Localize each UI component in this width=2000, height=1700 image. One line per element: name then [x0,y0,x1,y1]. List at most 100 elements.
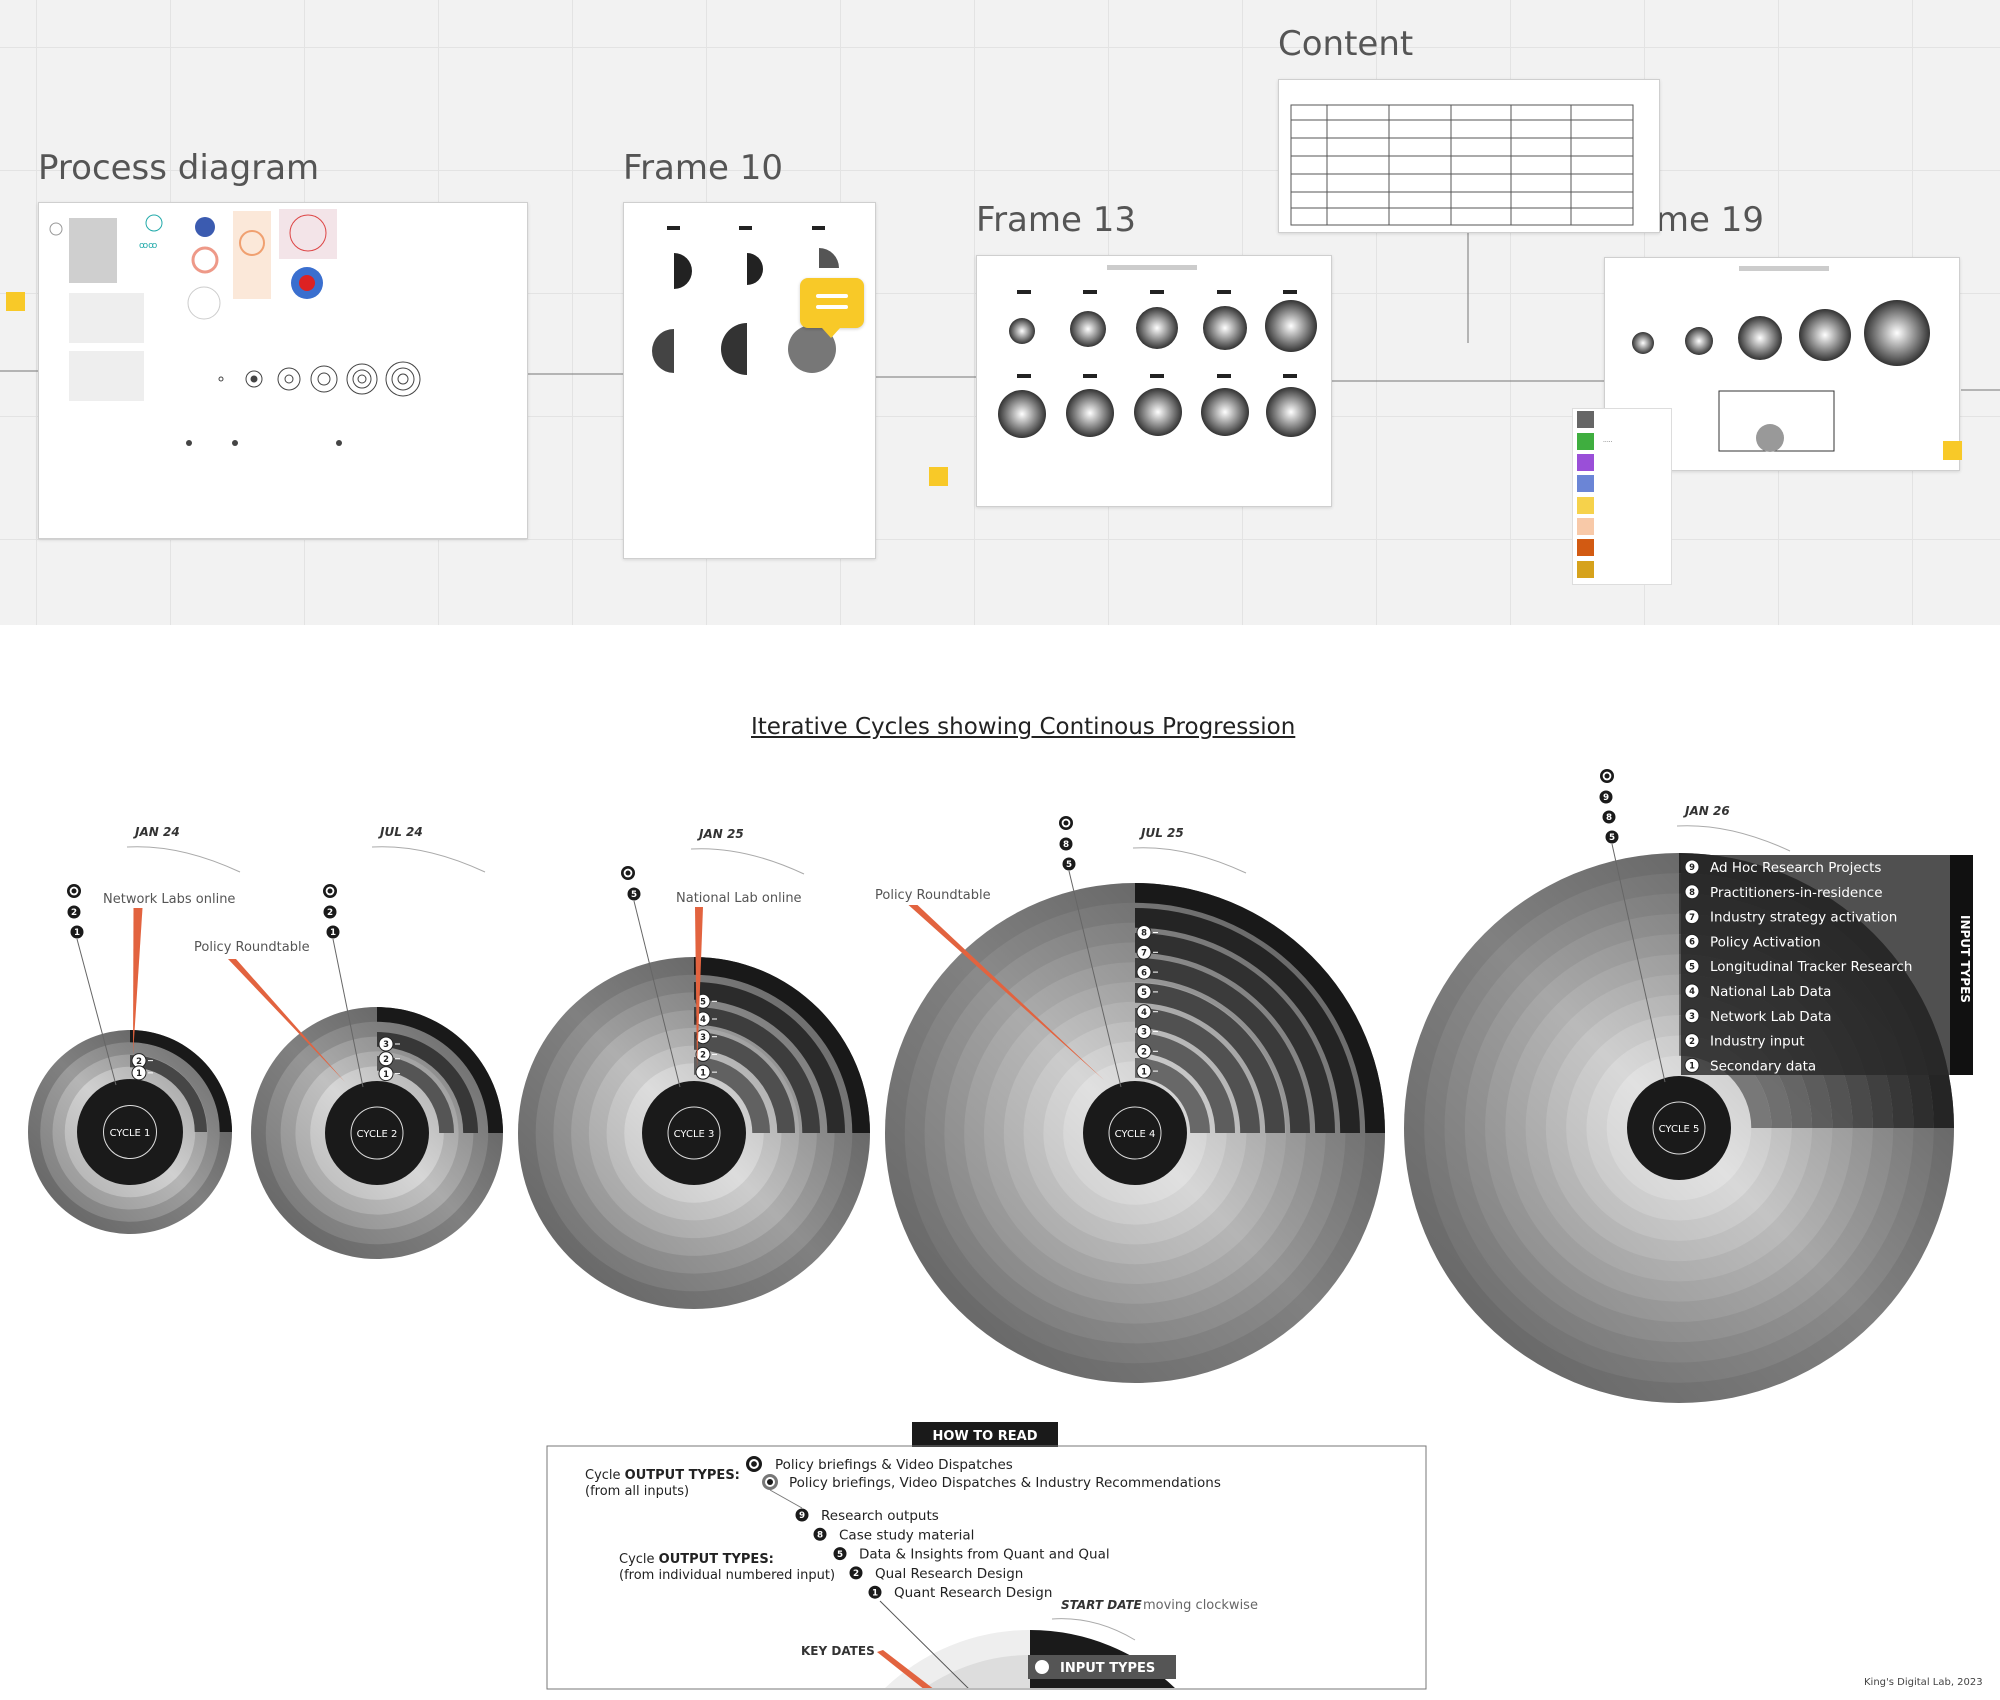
moving-clockwise-label: moving clockwise [1143,1598,1258,1613]
frame-10[interactable] [623,202,876,559]
how-to-read: HOW TO READ INPUT TYPES KEY DATES START DAT… [546,1422,1427,1690]
output-badge [66,904,82,920]
legend-badge-label: 9 [1689,862,1695,872]
input-badge [1136,1063,1152,1079]
input-band [1135,1033,1235,1133]
input-badge [695,1046,711,1062]
legend-badge-label: 5 [1689,961,1695,971]
cycle-label: CYCLE 5 [1659,1124,1700,1135]
legend-badge [1684,958,1700,974]
individual-output-badge [812,1526,828,1542]
cycle-4: CYCLE 4 8 7 6 5 4 3 2 1 JUL 25 Policy Roundtable 8 5 [875,816,1385,1383]
sticky-note[interactable] [1943,441,1962,460]
frame-title-process-diagram[interactable]: Process diagram [38,148,320,188]
legend-badge [1684,933,1700,949]
cycle-label: CYCLE 2 [357,1129,398,1140]
individual-output-badge-label: 2 [853,1569,859,1579]
individual-output-item: Data & Insights from Quant and Qual [859,1547,1110,1563]
cycle-event: National Lab online [676,891,802,906]
input-badge-label: 2 [383,1054,389,1064]
frame-title-content[interactable]: Content [1278,24,1414,64]
cycle-output-types-label: Cycle OUTPUT TYPES: [619,1552,774,1567]
design-canvas[interactable]: Process diagram Frame 10 Frame 13 Conten… [0,0,2000,625]
frame-19-thumbnails [1632,266,1930,452]
legend-badge [1684,1033,1700,1049]
input-band [1135,1058,1210,1133]
individual-output-badge-label: 8 [817,1530,823,1540]
output-badge-label: 1 [74,928,80,938]
input-band [694,957,870,1133]
legend-badge [1684,909,1700,925]
output-leader [76,938,117,1086]
input-badge [378,1066,394,1082]
output-badge-label: 2 [327,908,333,918]
legend-item: Secondary data [1710,1058,1816,1074]
input-badge-label: 4 [1141,1007,1147,1017]
clockwise-arrow-icon [690,848,805,875]
svg-text:ꝏꝏ: ꝏꝏ [139,241,157,251]
frame-13[interactable] [976,255,1332,507]
input-types-label: INPUT TYPES [1060,1661,1155,1676]
input-band [1135,983,1285,1133]
individual-output-badge-label: 1 [872,1588,878,1598]
frame-title-frame-10[interactable]: Frame 10 [623,148,784,188]
frame-content[interactable] [1278,79,1660,233]
input-badge-label: 2 [136,1056,142,1066]
key-dates-label: KEY DATES [801,1644,875,1658]
individual-output-badge-label: 5 [837,1550,843,1560]
output-leader [633,900,681,1088]
sticky-note[interactable] [929,467,948,486]
cycle-date: JAN 25 [697,827,744,841]
legend-badge-label: 4 [1689,986,1695,996]
input-badge-label: 2 [700,1050,706,1060]
output-leader [1068,870,1122,1088]
input-badge [378,1036,394,1052]
cycle-label: CYCLE 1 [110,1128,151,1139]
sticky-note[interactable] [6,292,25,311]
input-badge-label: 1 [136,1068,142,1078]
legend-badge-label: 6 [1689,937,1695,947]
cycle-arrow-icon [667,1106,721,1160]
individual-output-item: Qual Research Design [875,1566,1023,1582]
cycle-core [325,1081,429,1185]
output-badge-label: 2 [71,908,77,918]
input-badge [695,1011,711,1027]
how-to-read-frame [546,1445,1427,1690]
legend-badge-label: 1 [1689,1061,1695,1071]
input-band [1135,883,1385,1133]
individual-output-item: Quant Research Design [894,1585,1052,1601]
key-date-marker [877,1650,933,1688]
individual-output-badge [848,1565,864,1581]
input-band [1135,933,1335,1133]
all-output-item: Policy briefings, Video Dispatches & Ind… [789,1475,1221,1491]
input-badge-label: 1 [1141,1066,1147,1076]
legend-card[interactable]: ····· [1572,408,1672,585]
output-badge [1601,809,1617,825]
input-badge-label: 6 [1141,967,1147,977]
cycle-arrow-icon [1652,1101,1706,1155]
frame-title-frame-13[interactable]: Frame 13 [976,200,1137,240]
output-badge-label: 1 [330,928,336,938]
cycle-date: JAN 26 [1683,804,1730,818]
frame-13-thumbnails [998,265,1317,438]
input-badge [1136,1004,1152,1020]
input-badge [1136,1043,1152,1059]
cycle-core [642,1081,746,1185]
output-badge-label: 8 [1606,813,1612,823]
input-band [694,1057,770,1133]
input-badge-label: 5 [1141,987,1147,997]
start-date-label: START DATE [1061,1598,1143,1612]
connector-lines [0,228,2000,391]
individual-output-item: Case study material [839,1527,974,1543]
input-badge [1136,944,1152,960]
legend-panel [1681,855,1973,1075]
legend-item: Industry strategy activation [1710,910,1897,926]
input-badge [1136,984,1152,1000]
clockwise-arrow-icon [371,846,486,873]
frame-process-diagram[interactable]: ꝏꝏ [38,202,528,539]
comment-icon[interactable] [800,278,864,338]
input-types-legend: INPUT TYPES 9 Ad Hoc Research Projects 8 Pra… [1681,855,1973,1075]
input-badge [1136,964,1152,980]
from-all-inputs-label: (from all inputs) [585,1484,689,1499]
